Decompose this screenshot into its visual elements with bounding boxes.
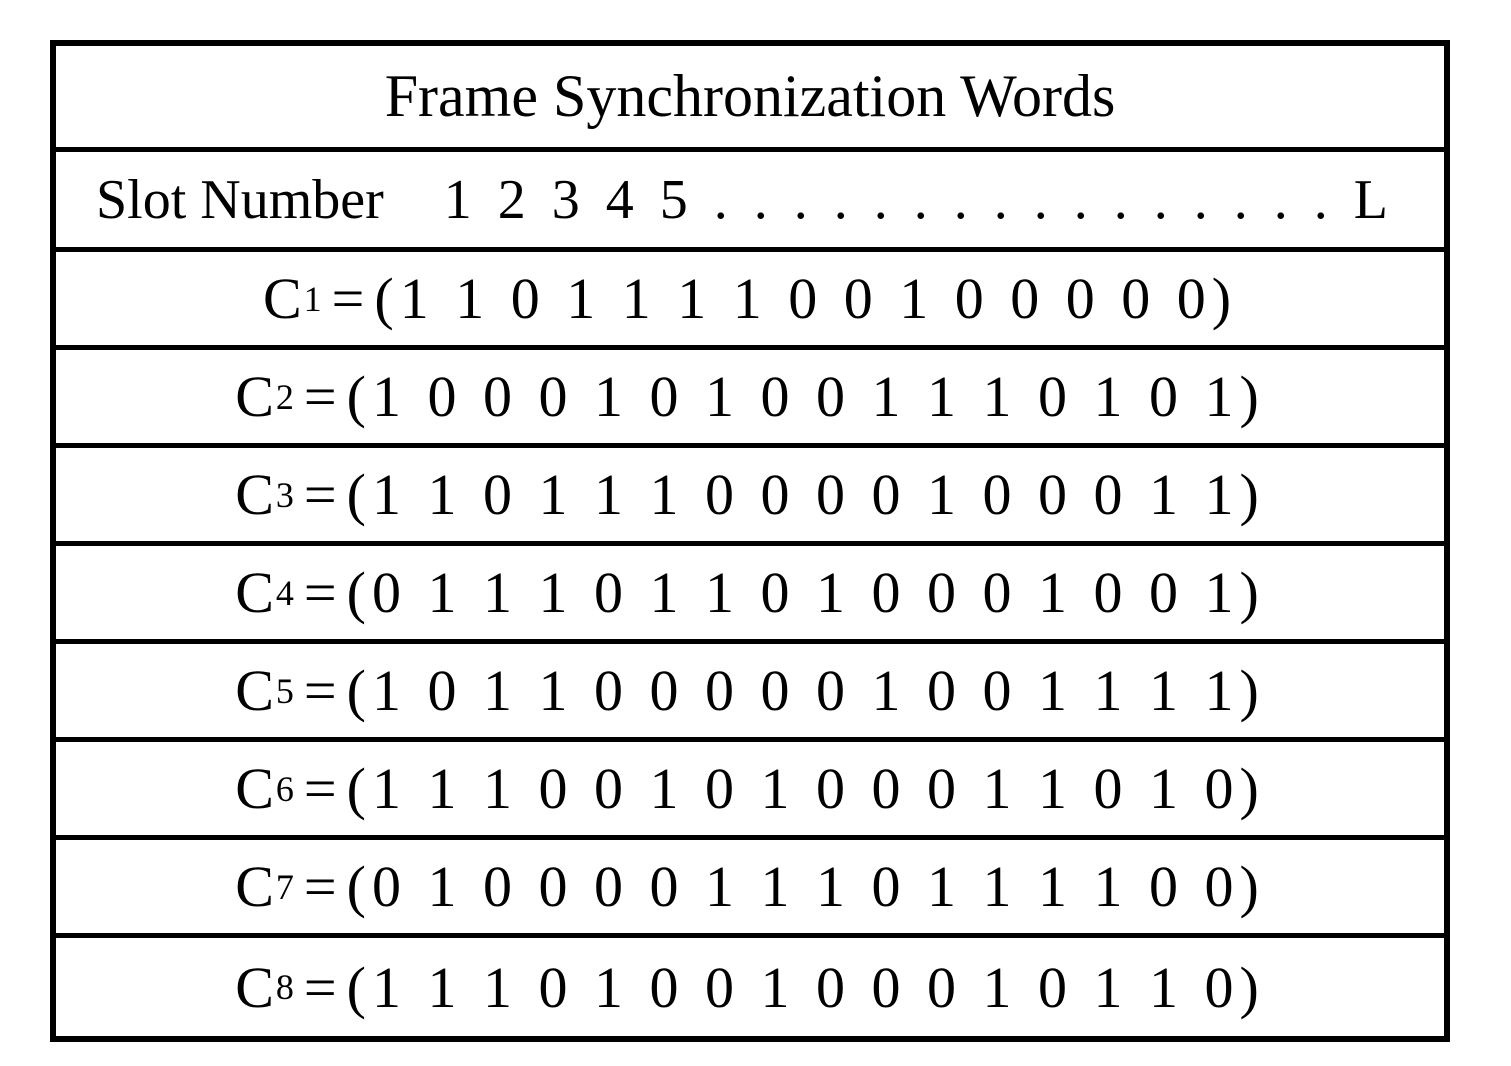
code-row-1: C1=(1 1 0 1 1 1 1 0 0 1 0 0 0 0 0) (56, 252, 1444, 350)
code-bits: (1 0 1 1 0 0 0 0 0 1 0 0 1 1 1 1) (347, 657, 1265, 724)
code-bits: (0 1 0 0 0 0 1 1 1 0 1 1 1 1 0 0) (347, 853, 1265, 920)
code-name: C (235, 559, 274, 626)
equals-sign: = (304, 559, 337, 626)
code-bits: (1 1 0 1 1 1 1 0 0 1 0 0 0 0 0) (374, 265, 1237, 332)
code-row-5: C5=(1 0 1 1 0 0 0 0 0 1 0 0 1 1 1 1) (56, 644, 1444, 742)
code-name: C (235, 853, 274, 920)
table-title-row: Frame Synchronization Words (56, 46, 1444, 152)
table-title: Frame Synchronization Words (385, 62, 1116, 131)
equals-sign: = (304, 853, 337, 920)
code-name: C (235, 461, 274, 528)
code-subscript: 1 (304, 278, 322, 320)
equals-sign: = (304, 954, 337, 1021)
code-bits: (1 1 1 0 0 1 0 1 0 0 0 1 1 0 1 0) (347, 755, 1265, 822)
code-name: C (235, 755, 274, 822)
code-row-8: C8=(1 1 1 0 1 0 0 1 0 0 0 1 0 1 1 0) (56, 938, 1444, 1036)
code-name: C (235, 657, 274, 724)
code-subscript: 8 (276, 966, 294, 1008)
slot-number-digits: 1 2 3 4 5 . . . . . . . . . . . . . . . … (444, 168, 1394, 232)
slot-number-label: Slot Number (96, 168, 384, 232)
code-subscript: 7 (276, 866, 294, 908)
code-row-2: C2=(1 0 0 0 1 0 1 0 0 1 1 1 0 1 0 1) (56, 350, 1444, 448)
code-subscript: 4 (276, 572, 294, 614)
code-subscript: 6 (276, 768, 294, 810)
code-row-6: C6=(1 1 1 0 0 1 0 1 0 0 0 1 1 0 1 0) (56, 742, 1444, 840)
sync-words-table: Frame Synchronization Words Slot Number … (50, 40, 1450, 1042)
code-row-4: C4=(0 1 1 1 0 1 1 0 1 0 0 0 1 0 0 1) (56, 546, 1444, 644)
code-row-7: C7=(0 1 0 0 0 0 1 1 1 0 1 1 1 1 0 0) (56, 840, 1444, 938)
equals-sign: = (332, 265, 365, 332)
code-name: C (235, 363, 274, 430)
code-subscript: 2 (276, 376, 294, 418)
code-bits: (0 1 1 1 0 1 1 0 1 0 0 0 1 0 0 1) (347, 559, 1265, 626)
code-bits: (1 1 0 1 1 1 0 0 0 0 1 0 0 0 1 1) (347, 461, 1265, 528)
code-subscript: 5 (276, 670, 294, 712)
code-bits: (1 0 0 0 1 0 1 0 0 1 1 1 0 1 0 1) (347, 363, 1265, 430)
code-name: C (235, 954, 274, 1021)
equals-sign: = (304, 657, 337, 724)
equals-sign: = (304, 363, 337, 430)
slot-number-row: Slot Number 1 2 3 4 5 . . . . . . . . . … (56, 152, 1444, 252)
code-bits: (1 1 1 0 1 0 0 1 0 0 0 1 0 1 1 0) (347, 954, 1265, 1021)
equals-sign: = (304, 755, 337, 822)
page: Frame Synchronization Words Slot Number … (0, 0, 1511, 1066)
code-subscript: 3 (276, 474, 294, 516)
code-row-3: C3=(1 1 0 1 1 1 0 0 0 0 1 0 0 0 1 1) (56, 448, 1444, 546)
equals-sign: = (304, 461, 337, 528)
code-name: C (263, 265, 302, 332)
